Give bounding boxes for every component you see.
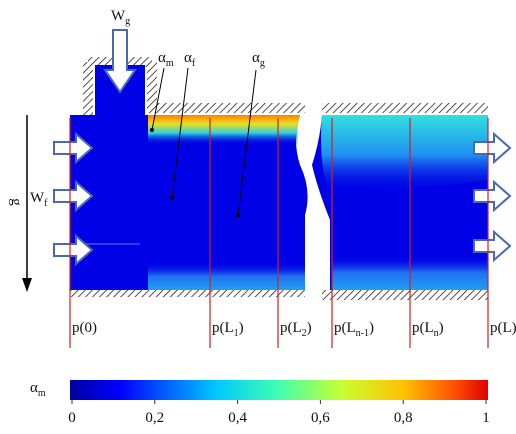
label-base: α [158, 50, 166, 66]
label-sub: 2 [302, 328, 307, 339]
label-sub: g [125, 16, 130, 27]
pressure-label: p(L2) [280, 320, 312, 339]
pressure-label: p(0) [72, 320, 97, 336]
pressure-label: p(L1) [212, 320, 244, 339]
liquid-layer [148, 262, 305, 290]
pressure-label: p(L) [490, 320, 516, 336]
leader-dots [150, 128, 240, 217]
label-base: W [30, 190, 45, 206]
label-end: ) [439, 320, 444, 336]
label-sub: f [192, 58, 196, 69]
flow-arrows [53, 29, 512, 267]
pipe-section [70, 65, 308, 290]
colorbar-tick-label: 0,2 [145, 410, 164, 426]
label-sub: n-1 [356, 328, 369, 339]
label-sub: 1 [234, 328, 239, 339]
label-base: α [252, 50, 260, 66]
colorbar-tick-label: 0,6 [311, 410, 330, 426]
label-end: ) [307, 320, 312, 336]
label-sub: g [260, 58, 265, 69]
label-sub: f [44, 198, 48, 209]
gas-layer [321, 115, 488, 195]
gas-inlet-label: Wg [111, 8, 130, 27]
alpha-g-label: αg [252, 50, 265, 69]
alpha-m-label: αm [158, 50, 174, 69]
label-base: p(L) [490, 320, 516, 336]
pressure-label: p(Ln) [412, 320, 444, 339]
colorbar-tick-label: 0,8 [394, 410, 413, 426]
label-end: ) [369, 320, 374, 336]
label-base: p(L [280, 320, 302, 336]
colorbar-tick-label: 0 [68, 410, 76, 426]
leader-lines [151, 67, 257, 216]
label-base: p(L [334, 320, 356, 336]
pressure-label: p(Ln-1) [334, 320, 374, 339]
gravity-arrowhead [22, 278, 32, 292]
label-sub: m [38, 388, 46, 399]
liquid-inlet-label: Wf [30, 190, 48, 209]
colorbar [70, 380, 488, 400]
colorbar-label: αm [30, 380, 46, 399]
gravity-label: g [8, 198, 24, 206]
label-base: α [30, 380, 38, 396]
label-sub: m [166, 58, 174, 69]
label-sub: n [434, 328, 439, 339]
label-base: p(L [412, 320, 434, 336]
label-base: α [184, 50, 192, 66]
colorbar-tick-label: 0,4 [228, 410, 247, 426]
label-base: p(L [212, 320, 234, 336]
alpha-f-label: αf [184, 50, 196, 69]
label-base: p(0) [72, 320, 97, 336]
label-base: W [111, 8, 126, 24]
colorbar-tick-label: 1 [482, 410, 490, 426]
gas-layer [148, 115, 300, 145]
label-end: ) [239, 320, 244, 336]
